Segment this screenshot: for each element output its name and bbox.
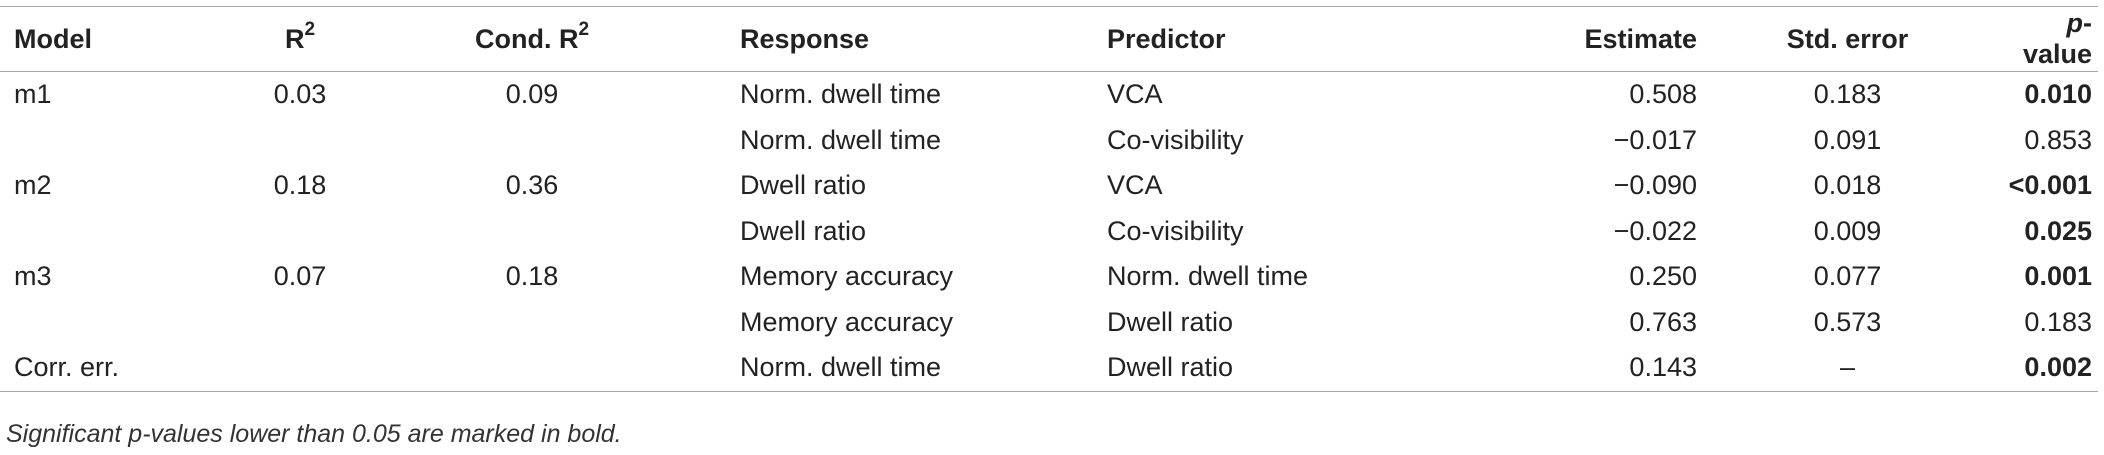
- cell-predictor: Dwell ratio: [1107, 352, 1234, 383]
- cell-r2: [224, 118, 376, 164]
- table-row: Corr. err. Norm. dwell time Dwell ratio 0.1…: [0, 345, 2098, 391]
- cell-response: Norm. dwell time: [740, 124, 942, 155]
- header-pvalue-rest: -value: [2022, 8, 2092, 69]
- table-header: Model R2 Cond. R2 Response Predictor Est…: [0, 6, 2098, 72]
- cell-std-error: 0.573: [1813, 306, 1882, 337]
- cell-response: Memory accuracy: [740, 261, 954, 292]
- cell-r2: 0.18: [273, 170, 327, 201]
- cell-std-error: 0.091: [1813, 124, 1882, 155]
- cell-estimate: 0.508: [1629, 79, 1697, 110]
- results-table: Model R2 Cond. R2 Response Predictor Est…: [0, 6, 2098, 392]
- cell-pvalue: 0.853: [2024, 124, 2092, 155]
- table-row: m1 0.03 0.09 Norm. dwell time VCA 0.508 0.183 0…: [0, 72, 2098, 118]
- table-row: Dwell ratio Co-visibility −0.022 0.009 0.025: [0, 209, 2098, 255]
- header-cond-r2-sup: 2: [578, 18, 590, 40]
- cell-predictor: VCA: [1107, 79, 1163, 110]
- cell-cond-r2: [376, 209, 688, 255]
- cell-std-error: 0.077: [1813, 261, 1882, 292]
- cell-predictor: Co-visibility: [1107, 124, 1244, 155]
- cell-cond-r2: [376, 118, 688, 164]
- cell-r2: [224, 345, 376, 391]
- header-pvalue-italic: p: [2066, 8, 2084, 38]
- header-cond-r2: Cond. R2: [376, 7, 688, 72]
- cell-pvalue: 0.025: [2024, 215, 2092, 246]
- cell-pvalue: 0.183: [2024, 306, 2092, 337]
- cell-std-error: 0.183: [1813, 79, 1882, 110]
- cell-r2: 0.07: [273, 261, 327, 292]
- cell-predictor: VCA: [1107, 170, 1163, 201]
- header-cond-r2-base: Cond. R: [474, 23, 579, 54]
- header-model: Model: [14, 23, 92, 54]
- cell-r2: [224, 209, 376, 255]
- cell-estimate: −0.017: [1613, 124, 1697, 155]
- cell-std-error: 0.009: [1813, 215, 1882, 246]
- cell-response: Memory accuracy: [740, 306, 954, 337]
- table-row: Norm. dwell time Co-visibility −0.017 0.091…: [0, 118, 2098, 164]
- cell-response: Norm. dwell time: [740, 352, 942, 383]
- cell-predictor: Co-visibility: [1107, 215, 1244, 246]
- header-pvalue: p-value: [1998, 7, 2098, 72]
- cell-response: Norm. dwell time: [740, 79, 942, 110]
- cell-estimate: 0.250: [1629, 261, 1697, 292]
- header-response: Response: [740, 23, 870, 54]
- cell-model: m1: [14, 79, 52, 110]
- cell-r2: 0.03: [273, 79, 327, 110]
- header-r2-sup: 2: [304, 18, 316, 40]
- cell-cond-r2: [376, 345, 688, 391]
- header-estimate: Estimate: [1584, 23, 1697, 54]
- cell-estimate: 0.763: [1629, 306, 1697, 337]
- table-body: m1 0.03 0.09 Norm. dwell time VCA 0.508 0.183 0…: [0, 72, 2098, 391]
- cell-predictor: Norm. dwell time: [1107, 261, 1309, 292]
- cell-cond-r2: [376, 300, 688, 346]
- cell-response: Dwell ratio: [740, 170, 867, 201]
- cell-model: m3: [14, 261, 52, 292]
- cell-cond-r2: 0.36: [505, 170, 559, 201]
- cell-pvalue: 0.010: [2024, 79, 2092, 110]
- cell-pvalue: 0.001: [2024, 261, 2092, 292]
- table-row: Memory accuracy Dwell ratio 0.763 0.573 0.18…: [0, 300, 2098, 346]
- cell-cond-r2: 0.09: [505, 79, 559, 110]
- table-footnote: Significant p-values lower than 0.05 are…: [6, 420, 622, 448]
- cell-model: [0, 118, 224, 164]
- header-predictor: Predictor: [1107, 23, 1226, 54]
- cell-response: Dwell ratio: [740, 215, 867, 246]
- cell-estimate: −0.090: [1613, 170, 1697, 201]
- cell-estimate: −0.022: [1613, 215, 1697, 246]
- cell-estimate: 0.143: [1629, 352, 1697, 383]
- cell-model: [0, 209, 224, 255]
- header-r2-base: R: [284, 23, 305, 54]
- cell-pvalue: <0.001: [2008, 170, 2092, 201]
- cell-model: m2: [14, 170, 52, 201]
- header-std-error: Std. error: [1786, 23, 1909, 54]
- table-row: m3 0.07 0.18 Memory accuracy Norm. dwell tim…: [0, 254, 2098, 300]
- cell-model: [0, 300, 224, 346]
- cell-std-error: –: [1839, 352, 1856, 383]
- cell-pvalue: 0.002: [2024, 352, 2092, 383]
- header-row: Model R2 Cond. R2 Response Predictor Est…: [0, 6, 2098, 72]
- header-r2: R2: [224, 7, 376, 72]
- cell-r2: [224, 300, 376, 346]
- cell-predictor: Dwell ratio: [1107, 306, 1234, 337]
- table-row: m2 0.18 0.36 Dwell ratio VCA −0.090 0.018 <0.00…: [0, 163, 2098, 209]
- cell-std-error: 0.018: [1813, 170, 1882, 201]
- cell-model: Corr. err.: [14, 352, 120, 383]
- cell-cond-r2: 0.18: [505, 261, 559, 292]
